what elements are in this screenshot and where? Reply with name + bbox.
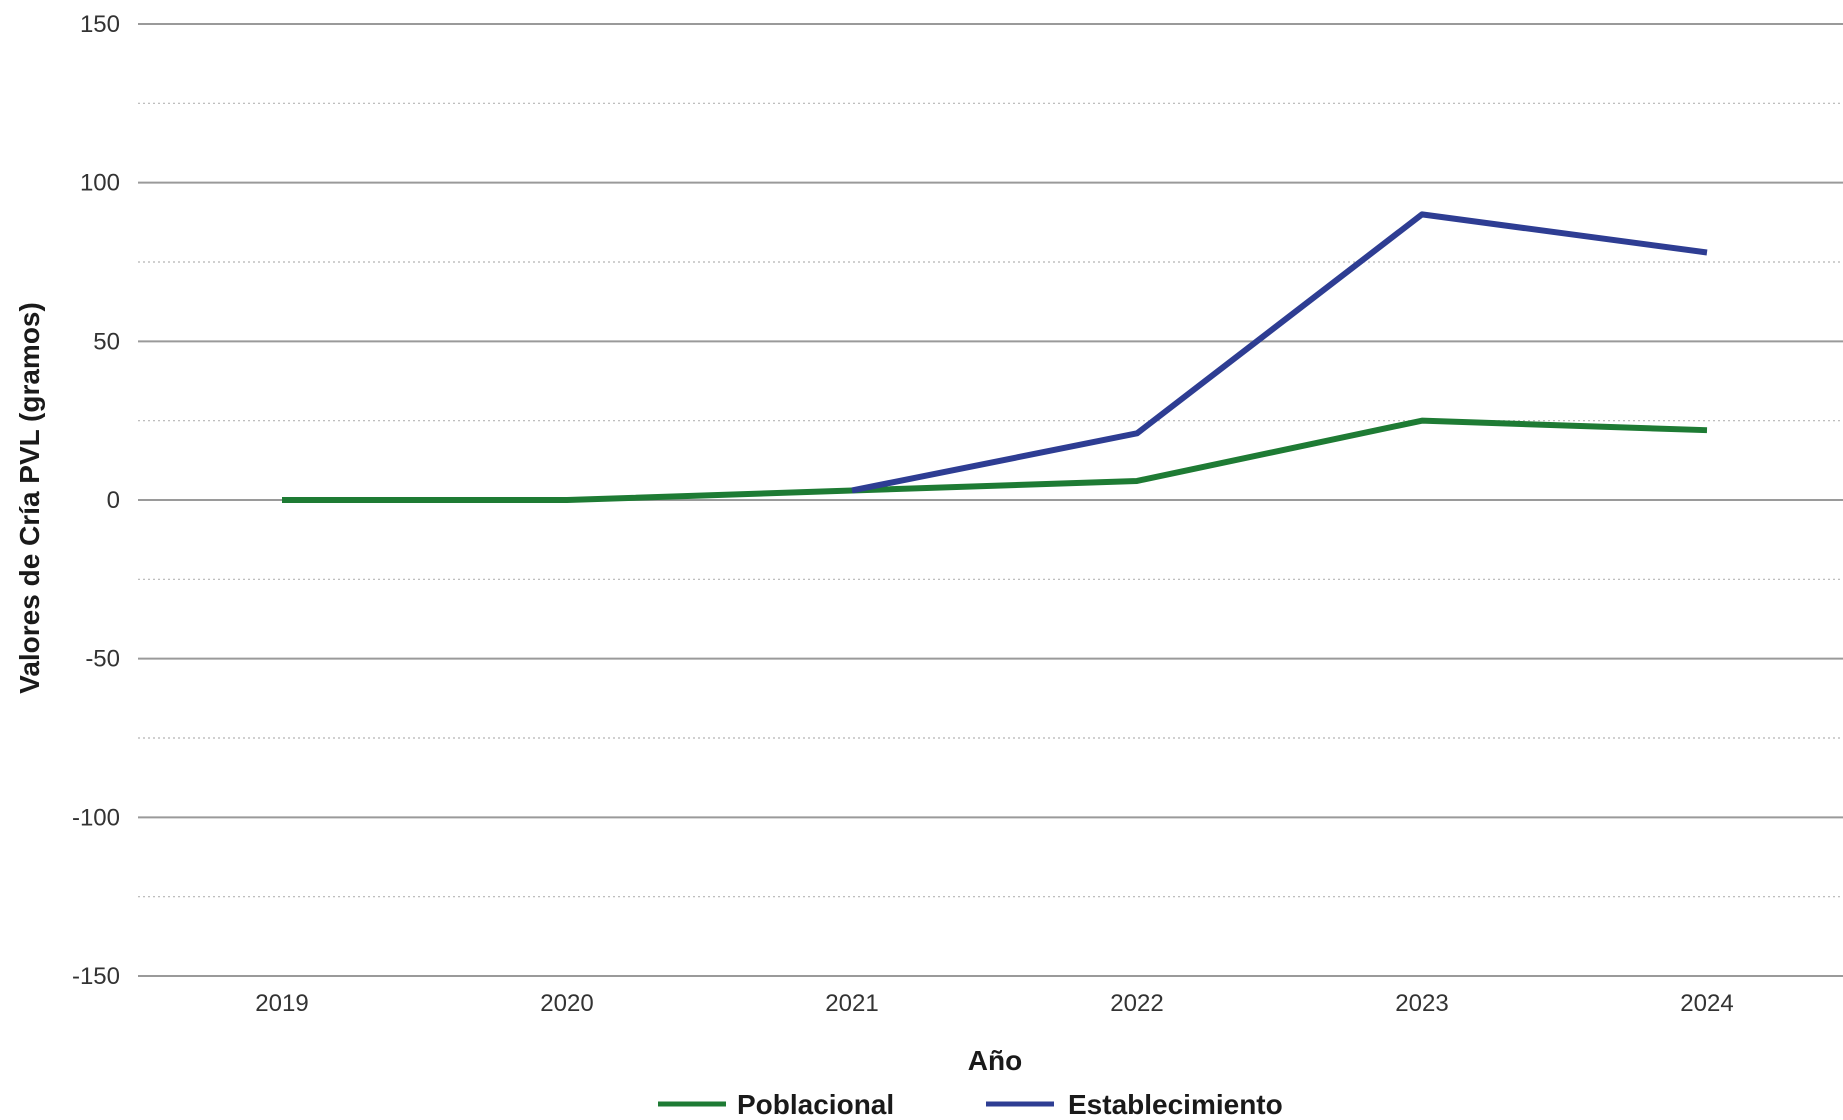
- y-tick-label: -50: [85, 646, 120, 673]
- x-axis-ticks: 2019 2020 2021 2022 2023 2024: [255, 990, 1733, 1017]
- x-axis-title: Año: [968, 1045, 1022, 1076]
- legend-label-establecimiento: Establecimiento: [1068, 1089, 1283, 1120]
- y-axis-title: Valores de Cría PVL (gramos): [14, 302, 45, 694]
- y-tick-label: 150: [80, 11, 120, 38]
- x-tick-label: 2024: [1680, 990, 1733, 1017]
- legend: Poblacional Establecimiento: [658, 1089, 1283, 1120]
- series-lines: [282, 211, 1708, 503]
- x-tick-label: 2023: [1395, 990, 1448, 1017]
- series-line-establecimiento: [851, 211, 1708, 494]
- legend-item-establecimiento: Establecimiento: [986, 1089, 1283, 1120]
- y-tick-label: 0: [107, 487, 120, 514]
- grid-lines: [138, 23, 1843, 977]
- y-tick-label: -150: [72, 963, 120, 990]
- y-tick-label: 100: [80, 170, 120, 197]
- y-axis-ticks: 150 100 50 0 -50 -100 -150: [72, 11, 120, 990]
- x-tick-label: 2021: [825, 990, 878, 1017]
- x-tick-label: 2020: [540, 990, 593, 1017]
- y-tick-label: 50: [93, 328, 120, 355]
- legend-item-poblacional: Poblacional: [658, 1089, 894, 1120]
- series-line-poblacional: [282, 417, 1708, 503]
- x-tick-label: 2019: [255, 990, 308, 1017]
- y-tick-label: -100: [72, 804, 120, 831]
- legend-label-poblacional: Poblacional: [737, 1089, 894, 1120]
- x-tick-label: 2022: [1110, 990, 1163, 1017]
